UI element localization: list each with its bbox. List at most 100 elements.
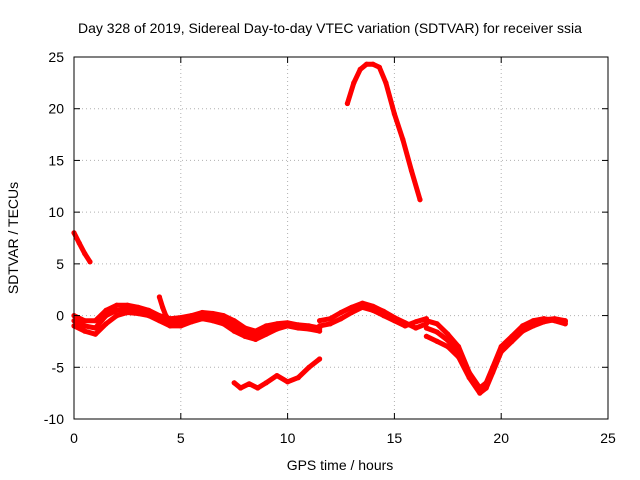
data-point bbox=[114, 302, 120, 308]
data-point bbox=[417, 197, 423, 203]
data-point bbox=[274, 323, 280, 329]
data-point bbox=[349, 304, 355, 310]
data-point bbox=[391, 111, 397, 117]
data-point bbox=[135, 307, 141, 313]
data-point bbox=[349, 309, 355, 316]
data-point bbox=[408, 168, 415, 174]
data-point bbox=[327, 321, 333, 327]
data-point bbox=[434, 329, 440, 335]
data-point bbox=[210, 315, 216, 321]
data-point bbox=[242, 329, 248, 335]
data-point bbox=[146, 309, 152, 316]
data-point bbox=[231, 323, 237, 329]
data-point bbox=[370, 303, 376, 309]
data-point bbox=[317, 356, 323, 362]
grid bbox=[74, 57, 608, 419]
data-point bbox=[400, 137, 406, 143]
data-point bbox=[178, 323, 184, 329]
data-point bbox=[562, 318, 568, 324]
data-point bbox=[391, 315, 397, 321]
data-point bbox=[455, 349, 462, 355]
y-tick-label: 5 bbox=[56, 256, 64, 272]
y-tick-label: 25 bbox=[48, 49, 64, 65]
data-point bbox=[263, 380, 269, 386]
x-tick-label: 10 bbox=[280, 430, 296, 446]
data-point bbox=[530, 320, 536, 326]
data-point bbox=[423, 318, 429, 324]
data-point bbox=[124, 302, 130, 308]
data-point bbox=[82, 328, 88, 334]
data-point bbox=[255, 385, 261, 391]
data-point bbox=[498, 346, 504, 352]
data-point bbox=[376, 64, 382, 70]
data-point bbox=[552, 316, 558, 322]
series-band-late-1 bbox=[423, 316, 568, 391]
data-point bbox=[103, 307, 109, 313]
data-point bbox=[327, 316, 333, 322]
data-point bbox=[167, 318, 173, 324]
data-point bbox=[238, 385, 244, 391]
y-axis-label: SDTVAR / TECUs bbox=[5, 182, 21, 294]
y-tick-label: 20 bbox=[48, 101, 64, 117]
data-point bbox=[381, 308, 387, 314]
y-tick-label: 10 bbox=[48, 204, 64, 220]
data-point bbox=[338, 316, 344, 322]
data-point bbox=[477, 387, 483, 393]
data-point bbox=[445, 337, 451, 343]
data-point bbox=[103, 313, 109, 319]
data-point bbox=[490, 367, 496, 373]
data-point bbox=[263, 327, 269, 333]
data-point bbox=[402, 320, 408, 326]
data-point bbox=[364, 61, 370, 67]
data-point bbox=[178, 319, 184, 325]
data-point bbox=[344, 100, 350, 107]
x-tick-label: 20 bbox=[493, 430, 509, 446]
data-point bbox=[160, 304, 166, 310]
data-point bbox=[434, 321, 440, 327]
data-point bbox=[445, 331, 451, 337]
data-point bbox=[285, 379, 291, 385]
data-point bbox=[370, 61, 376, 67]
ticks: 0 5 10 15 20 25 -10 -5 0 5 10 15 20 25 bbox=[44, 49, 616, 446]
data-point bbox=[357, 66, 363, 72]
data-point bbox=[210, 310, 216, 317]
x-axis-label: GPS time / hours bbox=[287, 457, 394, 473]
data-point bbox=[92, 318, 98, 324]
data-point bbox=[82, 323, 88, 329]
data-point bbox=[92, 331, 98, 337]
data-point bbox=[520, 325, 526, 331]
data-point bbox=[253, 332, 259, 338]
x-tick-label: 5 bbox=[177, 430, 185, 446]
data-point bbox=[317, 323, 323, 329]
data-point bbox=[285, 322, 291, 328]
data-point bbox=[231, 328, 237, 334]
series-arc-early bbox=[71, 230, 93, 265]
series-spike-4h bbox=[156, 294, 173, 324]
data-point bbox=[114, 313, 120, 319]
data-point bbox=[103, 321, 109, 327]
x-tick-label: 15 bbox=[387, 430, 403, 446]
y-tick-label: 0 bbox=[56, 308, 64, 324]
data-point bbox=[163, 313, 169, 319]
data-point bbox=[509, 335, 515, 341]
data-point bbox=[483, 383, 489, 389]
data-point bbox=[231, 318, 237, 324]
data-point bbox=[156, 294, 162, 300]
data-point bbox=[274, 373, 280, 379]
data-point bbox=[220, 313, 227, 319]
plot-frame bbox=[73, 56, 609, 420]
data-point bbox=[199, 313, 205, 319]
data-point bbox=[82, 250, 88, 257]
data-point bbox=[156, 315, 162, 321]
data-point bbox=[359, 300, 365, 306]
data-point bbox=[92, 325, 98, 331]
data-point bbox=[295, 323, 301, 329]
data-point bbox=[246, 381, 252, 387]
data-point bbox=[413, 325, 419, 331]
x-tick-label: 25 bbox=[600, 430, 616, 446]
x-tick-label: 0 bbox=[70, 430, 78, 446]
data-point bbox=[423, 333, 429, 339]
data-point bbox=[82, 318, 88, 324]
data-point bbox=[253, 336, 259, 342]
